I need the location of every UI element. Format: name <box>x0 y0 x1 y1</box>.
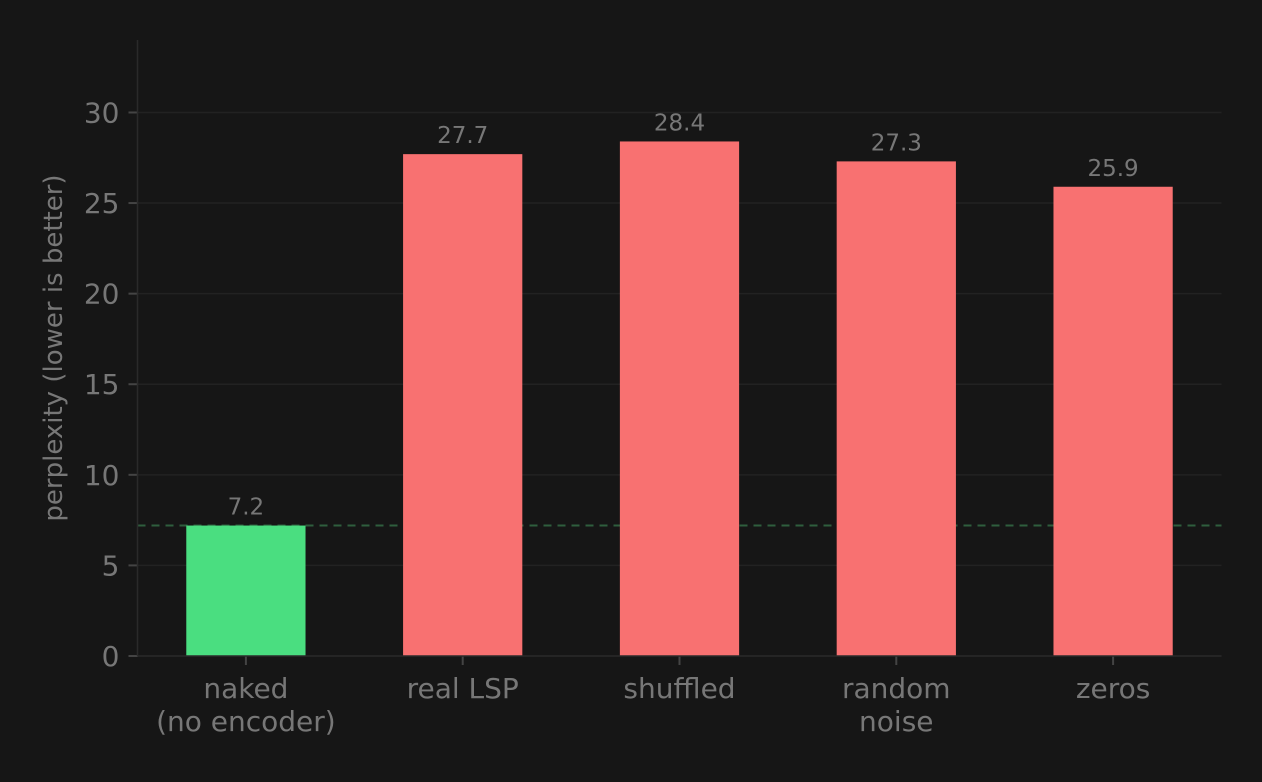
data-label: 7.2 <box>228 495 265 521</box>
y-tick-label: 30 <box>84 96 120 129</box>
x-tick-label: noise <box>859 705 933 738</box>
x-tick-label: (no encoder) <box>156 705 336 738</box>
y-tick-label: 20 <box>84 278 120 311</box>
x-tick-label: shuffled <box>623 672 735 705</box>
x-tick-label: naked <box>203 672 288 705</box>
y-tick-label: 0 <box>102 640 120 673</box>
data-label: 25.9 <box>1087 156 1138 182</box>
y-tick-label: 15 <box>84 368 120 401</box>
y-tick-label: 5 <box>102 549 120 582</box>
data-label: 27.7 <box>437 123 488 149</box>
bars: 7.2 27.7 28.4 27.3 25.9 <box>186 110 1173 657</box>
x-tick-label: zeros <box>1076 672 1151 705</box>
y-tick-label: 10 <box>84 459 120 492</box>
y-axis-label: perplexity (lower is better) <box>39 174 69 521</box>
bar <box>619 141 740 657</box>
axes: 0 5 10 15 20 25 30 naked(no encoder) real LSP shu… <box>84 40 1222 738</box>
bar <box>1053 186 1173 657</box>
bar <box>403 154 523 656</box>
bar <box>836 161 956 656</box>
y-tick-label: 25 <box>84 187 120 220</box>
data-label: 28.4 <box>654 110 705 136</box>
data-label: 27.3 <box>871 130 922 156</box>
x-tick-label: real LSP <box>407 672 519 705</box>
x-tick-label: random <box>842 672 951 705</box>
bar <box>186 525 306 656</box>
